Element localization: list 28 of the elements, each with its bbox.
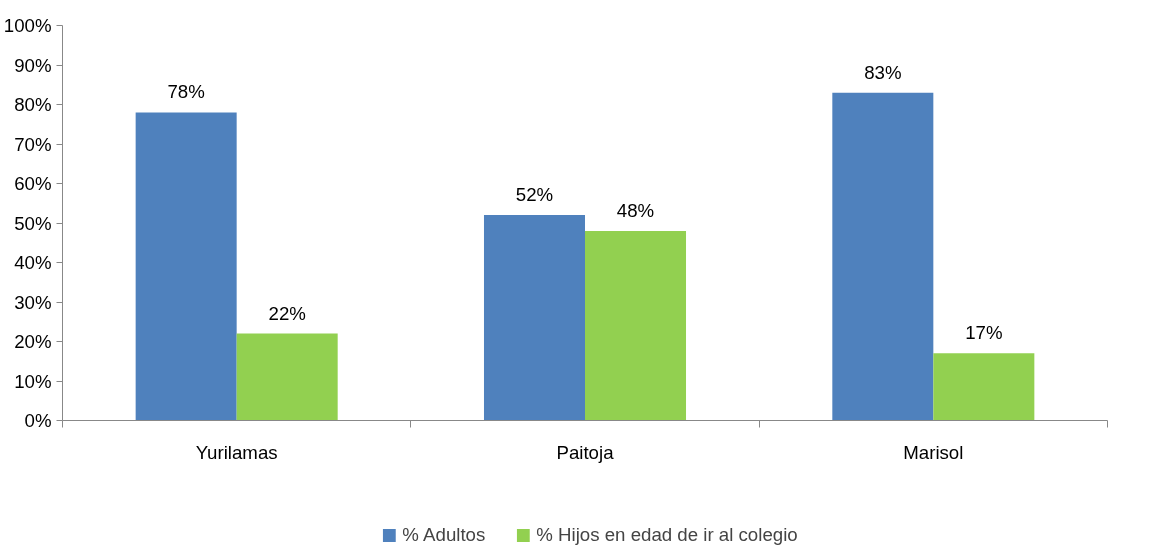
y-tick-label: 90% xyxy=(14,54,52,76)
data-label: 17% xyxy=(965,322,1003,344)
x-tick-label: Paitoja xyxy=(556,441,615,463)
y-tick-label: 70% xyxy=(14,133,52,155)
data-label: 48% xyxy=(616,199,655,221)
y-tick-label: 80% xyxy=(14,94,52,115)
bar xyxy=(483,215,585,421)
data-label: 83% xyxy=(864,61,902,83)
x-tick-label: Marisol xyxy=(903,441,964,463)
bar xyxy=(832,92,934,421)
y-tick-label: 0% xyxy=(24,410,52,431)
y-tick-label: 20% xyxy=(14,331,52,352)
y-tick-label: 10% xyxy=(14,370,52,392)
y-tick-label: 30% xyxy=(14,291,52,313)
y-tick-label: 100% xyxy=(3,15,52,36)
legend-label: % Adultos xyxy=(402,523,486,546)
data-label: 52% xyxy=(515,184,554,206)
bar xyxy=(236,333,338,421)
y-tick-label: 40% xyxy=(14,252,52,273)
y-tick-label: 50% xyxy=(14,212,52,234)
data-label: 22% xyxy=(268,302,306,324)
bar xyxy=(933,353,1035,421)
bar xyxy=(135,112,237,421)
y-tick-label: 60% xyxy=(14,173,52,194)
bar xyxy=(585,230,687,421)
x-tick-label: Yurilamas xyxy=(195,441,278,463)
data-label: 78% xyxy=(167,81,205,103)
legend-label: % Hijos en edad de ir al colegio xyxy=(536,523,798,546)
